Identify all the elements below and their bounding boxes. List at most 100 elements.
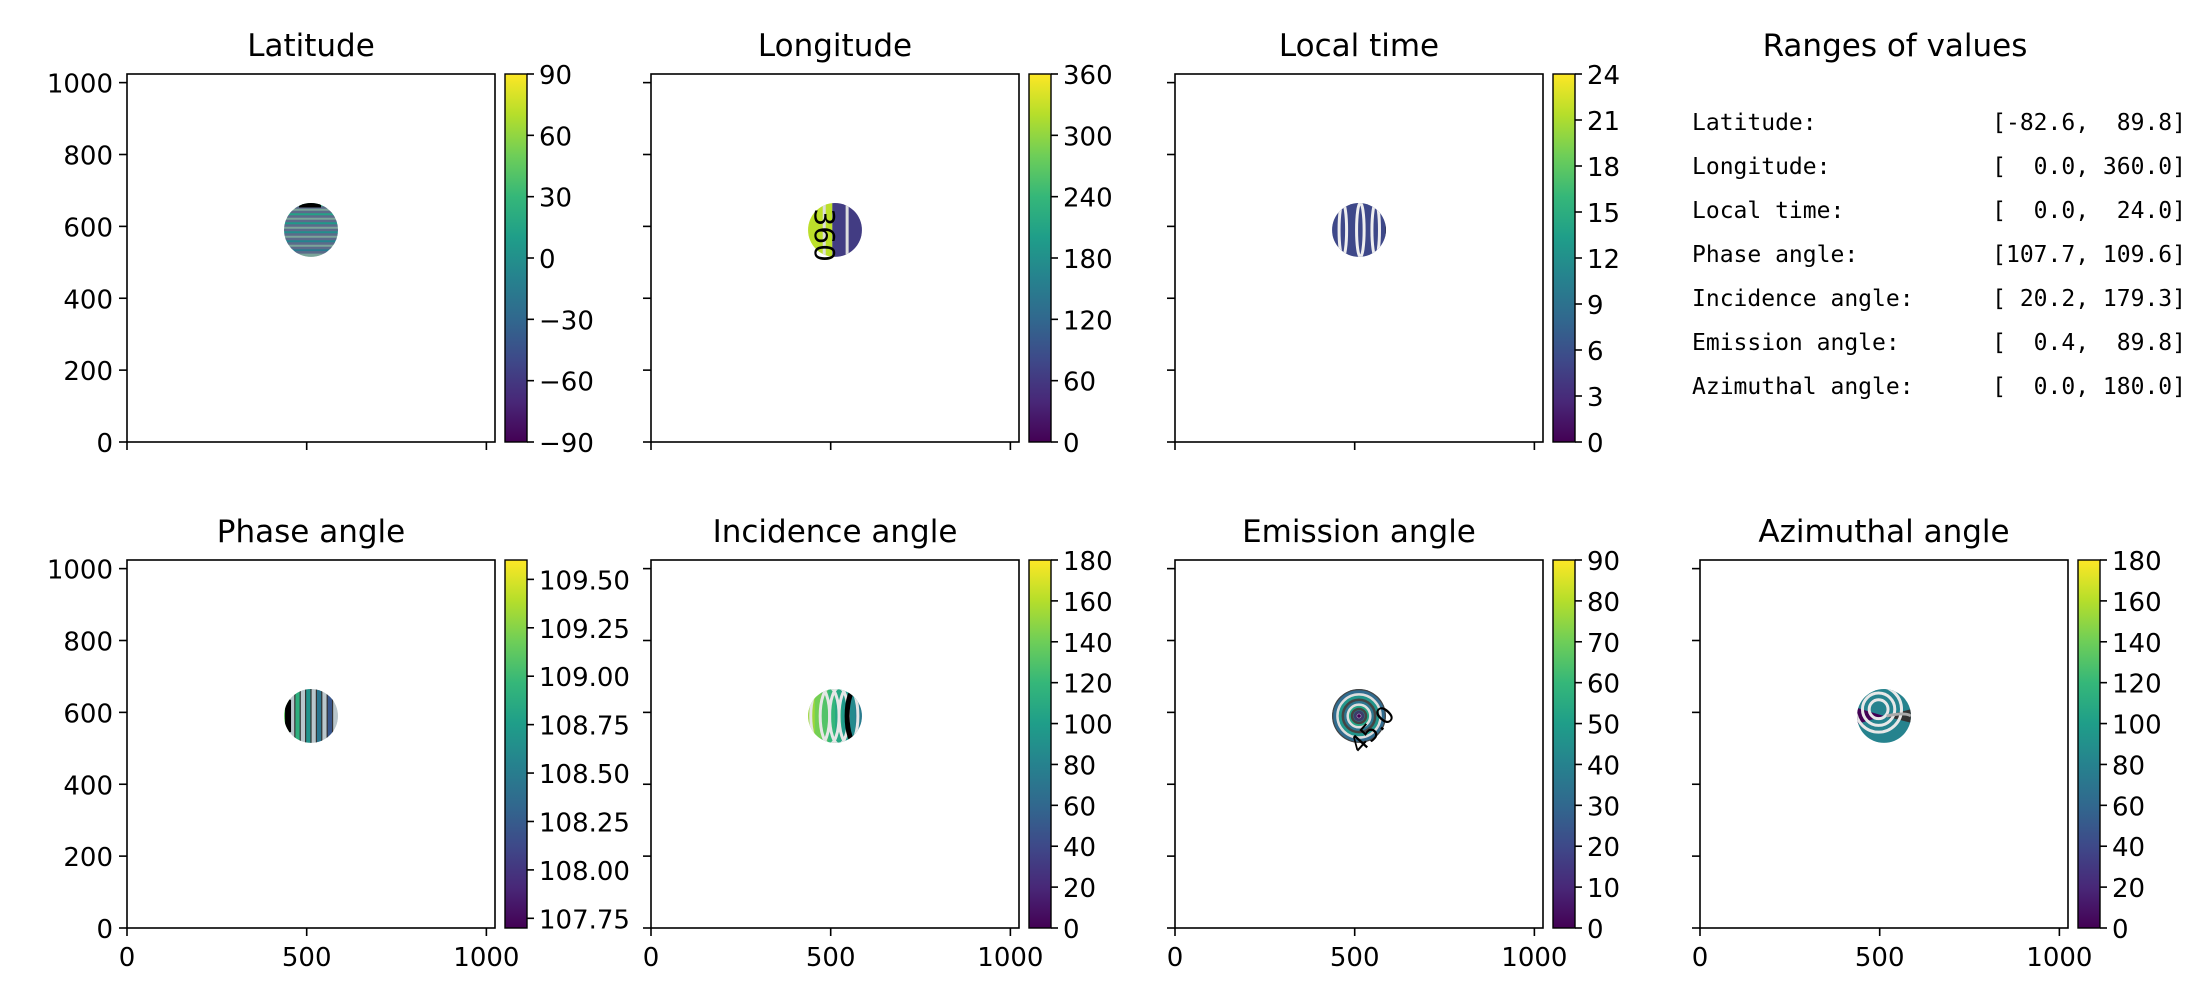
x-tick-label: 0 <box>643 943 660 973</box>
az-contour <box>1867 698 1890 721</box>
phase-band <box>332 689 338 743</box>
colorbar-tick-label: 109.50 <box>539 566 630 596</box>
colorbar-tick-label: 108.75 <box>539 712 630 742</box>
phase-band <box>327 689 334 743</box>
colorbar-tick-label: 0 <box>1063 915 1080 945</box>
phase-band <box>316 689 323 743</box>
colorbar-tick-label: 0 <box>1063 429 1080 459</box>
planet-disk <box>1332 689 1386 743</box>
colorbar-tick-label: 0 <box>2112 915 2129 945</box>
colorbar-tick-label: 9 <box>1587 291 1604 321</box>
ranges-panel: Ranges of values Latitude: [-82.6, 89.8] Lo… <box>1692 28 2186 400</box>
panel-title: Longitude <box>758 28 912 64</box>
lat-band <box>284 247 338 253</box>
axes-frame <box>126 559 496 929</box>
lat-band <box>284 252 338 257</box>
x-tick-label: 500 <box>1855 943 1905 973</box>
lat-band <box>284 220 338 226</box>
colorbar-tick-label: 40 <box>1063 833 1096 863</box>
ranges-value: [107.7, 109.6] <box>1992 242 2186 268</box>
panel-title: Emission angle <box>1242 514 1476 550</box>
ranges-label: Local time: <box>1692 198 1844 224</box>
colorbar-tick-label: 0 <box>1587 429 1604 459</box>
colorbar-tick-label: 90 <box>1587 547 1620 577</box>
colorbar-tick-label: 40 <box>2112 833 2145 863</box>
colorbar-tick-label: 109.25 <box>539 615 630 645</box>
panel-title: Latitude <box>247 28 375 64</box>
colorbar-tick-label: 20 <box>1587 833 1620 863</box>
x-tick-label: 1000 <box>977 943 1043 973</box>
colorbar-tick-label: 120 <box>2112 670 2162 700</box>
colorbar <box>1028 73 1052 443</box>
colorbar-tick-label: 10 <box>1587 874 1620 904</box>
planet-disk <box>284 689 338 743</box>
colorbar-tick-label: 0 <box>539 245 556 275</box>
phase-band <box>294 689 301 743</box>
ranges-label: Phase angle: <box>1692 242 1858 268</box>
az-contour <box>1886 712 1911 718</box>
contour-label: 360 <box>808 208 841 261</box>
colorbar-tick-label: 30 <box>539 184 572 214</box>
colorbar-tick-label: −60 <box>539 368 594 398</box>
panel-title: Phase angle <box>217 514 405 550</box>
colorbar-tick-label: 70 <box>1587 629 1620 659</box>
inc-band <box>814 689 823 743</box>
panel-title: Azimuthal angle <box>1758 514 2009 550</box>
colorbar <box>2077 559 2101 929</box>
ranges-label: Longitude: <box>1692 154 1830 180</box>
y-tick-label: 1000 <box>47 556 113 586</box>
colorbar-tick-label: 100 <box>2112 711 2162 741</box>
colorbar-tick-label: 108.00 <box>539 857 630 887</box>
ranges-value: [ 20.2, 179.3] <box>1992 286 2186 312</box>
y-tick-label: 200 <box>63 843 113 873</box>
phase-band <box>289 689 296 743</box>
axes-frame <box>126 73 496 443</box>
panel-longitude: Longitude 360 360 300 240 180 120 60 0 <box>643 28 1113 459</box>
lat-band <box>284 234 338 240</box>
ranges-label: Azimuthal angle: <box>1692 374 1914 400</box>
lt-contour <box>1370 203 1381 257</box>
ranges-label: Incidence angle: <box>1692 286 1914 312</box>
inc-band <box>848 689 856 743</box>
axes-frame <box>650 73 1020 443</box>
colorbar <box>1552 559 1576 929</box>
planet-disk <box>1857 689 1911 743</box>
axes-frame <box>1174 73 1544 443</box>
colorbar-tick-label: 360 <box>1063 61 1113 91</box>
y-tick-label: 400 <box>63 771 113 801</box>
colorbar-tick-label: 30 <box>1587 792 1620 822</box>
colorbar-tick-label: 21 <box>1587 107 1620 137</box>
colorbar <box>1028 559 1052 929</box>
colorbar-tick-label: 120 <box>1063 670 1113 700</box>
x-tick-label: 500 <box>282 943 332 973</box>
colorbar-tick-label: 60 <box>539 122 572 152</box>
y-tick-label: 1000 <box>47 70 113 100</box>
lat-band <box>284 229 338 235</box>
colorbar-tick-label: 109.00 <box>539 663 630 693</box>
colorbar-tick-label: 6 <box>1587 337 1604 367</box>
lat-band <box>284 238 338 244</box>
y-tick-label: 600 <box>63 699 113 729</box>
y-tick-label: 0 <box>96 429 113 459</box>
panel-latitude: Latitude 0 200 400 600 800 1000 90 60 30 0 −30 −60 −9… <box>47 28 594 459</box>
colorbar-tick-label: 60 <box>1063 792 1096 822</box>
x-tick-label: 0 <box>1692 943 1709 973</box>
panel-azimuth: Azimuthal angle 0 500 1000 180 160 140 120 100 80… <box>1692 514 2162 973</box>
ranges-value: [ 0.0, 180.0] <box>1992 374 2186 400</box>
colorbar-tick-label: 107.75 <box>539 905 630 935</box>
ranges-label: Latitude: <box>1692 110 1817 136</box>
x-tick-label: 0 <box>1167 943 1184 973</box>
panel-title: Incidence angle <box>713 514 958 550</box>
y-tick-label: 200 <box>63 357 113 387</box>
colorbar-tick-label: 50 <box>1587 711 1620 741</box>
lat-band <box>284 216 338 222</box>
planet-disk <box>808 203 862 257</box>
lt-contour <box>1355 203 1366 257</box>
ranges-value: [ 0.4, 89.8] <box>1992 330 2186 356</box>
inc-band <box>821 689 829 743</box>
ranges-title: Ranges of values <box>1763 28 2028 64</box>
lat-band <box>284 207 338 213</box>
ranges-value: [ 0.0, 24.0] <box>1992 198 2186 224</box>
y-tick-label: 800 <box>63 142 113 172</box>
